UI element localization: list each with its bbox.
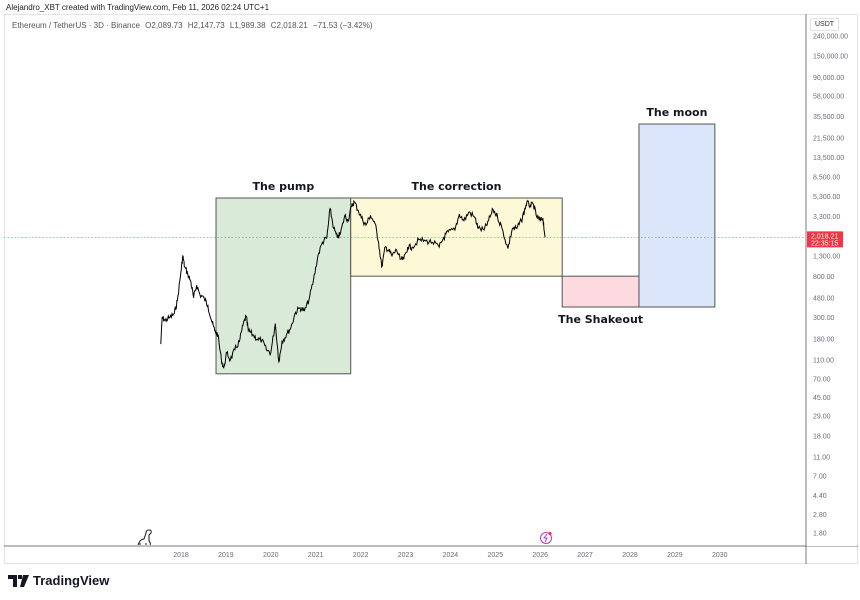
price-tick-label: 1.80 <box>813 531 827 538</box>
annotation-label: The Shakeout <box>558 313 643 326</box>
chart-credit: Alejandro_XBT created with TradingView.c… <box>6 3 270 12</box>
time-tick-label: 2023 <box>398 552 414 559</box>
time-axis: 2018 2019 2020 2021 2022 2023 2024 2025 2026 2027… <box>173 552 727 559</box>
price-tick-label: 3,300.00 <box>813 214 840 221</box>
ohlc-high: H2,147.73 <box>187 21 225 30</box>
price-tick-label: 180.00 <box>813 337 835 344</box>
price-tick-label: 480.00 <box>813 295 835 302</box>
event-circle <box>540 532 552 544</box>
price-tick-label: 90,000.00 <box>813 75 844 82</box>
annotation-label: The moon <box>646 106 707 119</box>
price-tick-label: 58,000.00 <box>813 93 844 100</box>
price-tick-label: 29.00 <box>813 413 831 420</box>
last-price-badge <box>807 231 843 248</box>
price-axis-bg[interactable] <box>807 15 857 546</box>
event-lightning-icon[interactable] <box>540 531 552 544</box>
price-tick-label: 70.00 <box>813 376 831 383</box>
tradingview-logo[interactable]: TradingView <box>8 573 109 588</box>
lightning-glyph <box>543 533 548 543</box>
time-tick-label: 2025 <box>488 552 504 559</box>
tradingview-logo-text: TradingView <box>33 573 110 588</box>
price-tick-label: 150,000.00 <box>813 53 848 60</box>
annotation-label: The pump <box>253 180 315 193</box>
symbol-name[interactable]: Ethereum / TetherUS · 3D · Binance <box>12 21 140 30</box>
ohlc-close: C2,018.21 <box>270 21 308 30</box>
price-tick-label: 110.00 <box>813 357 834 364</box>
bar-countdown-label: 22:35:15 <box>811 240 838 247</box>
price-tick-label: 13,500.00 <box>813 155 844 162</box>
annotation-label: The correction <box>411 180 501 193</box>
price-tick-label: 4.40 <box>813 493 827 500</box>
ohlc-change: −71.53 (−3.42%) <box>312 21 373 30</box>
time-tick-label: 2029 <box>667 552 683 559</box>
event-notification-dot <box>548 531 552 536</box>
symbol-legend: Ethereum / TetherUS · 3D · Binance O2,08… <box>12 21 376 30</box>
price-tick-label: 35,500.00 <box>813 114 844 121</box>
price-axis: 240,000.00 150,000.00 90,000.00 58,000.00 35… <box>813 34 848 538</box>
time-tick-label: 2026 <box>532 552 548 559</box>
annotation-box[interactable] <box>638 123 716 308</box>
price-tick-label: 11.00 <box>813 454 830 461</box>
time-tick-label: 2019 <box>218 552 234 559</box>
tradingview-logo-icon <box>8 574 29 587</box>
ohlc-open: O2,089.73 <box>145 21 183 30</box>
dinosaur-icon <box>137 529 152 546</box>
time-tick-label: 2028 <box>622 552 638 559</box>
chart-frame <box>4 14 858 564</box>
price-tick-label: 800.00 <box>813 274 835 281</box>
price-series-line <box>160 199 546 369</box>
price-tick-label: 21,500.00 <box>813 135 844 142</box>
time-tick-label: 2024 <box>443 552 459 559</box>
last-price-label: 2,018.21 <box>811 233 838 240</box>
price-tick-label: 8,500.00 <box>813 174 840 181</box>
time-tick-label: 2020 <box>263 552 279 559</box>
price-tick-label: 7.00 <box>813 473 827 480</box>
currency-unit-button[interactable]: USDT <box>810 18 840 31</box>
time-tick-label: 2021 <box>308 552 324 559</box>
time-tick-label: 2018 <box>173 552 189 559</box>
price-tick-label: 240,000.00 <box>813 34 848 41</box>
annotation-box[interactable] <box>561 275 640 308</box>
price-tick-label: 5,300.00 <box>813 194 840 201</box>
price-tick-label: 300.00 <box>813 315 835 322</box>
price-tick-label: 2.80 <box>813 512 827 519</box>
time-tick-label: 2030 <box>712 552 728 559</box>
time-tick-label: 2027 <box>577 552 593 559</box>
price-tick-label: 18.00 <box>813 434 831 441</box>
price-tick-label: 1,300.00 <box>813 253 840 260</box>
ohlc-low: L1,989.38 <box>229 21 266 30</box>
time-tick-label: 2022 <box>353 552 369 559</box>
price-tick-label: 45.00 <box>813 395 831 402</box>
